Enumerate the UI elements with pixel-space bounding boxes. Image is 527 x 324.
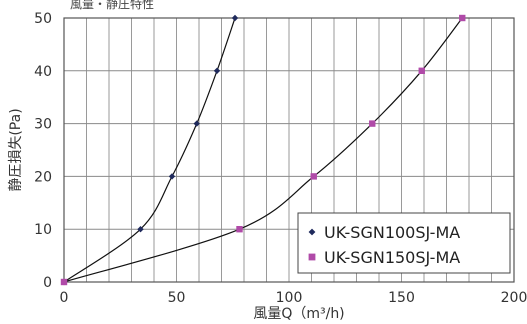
chart-top-text: 風量・静圧特性 bbox=[70, 0, 154, 11]
data-point-UK-SGN100SJ-MA bbox=[193, 120, 200, 127]
y-tick-label: 10 bbox=[34, 222, 52, 238]
y-axis-label: 静圧損失(Pa) bbox=[8, 108, 24, 191]
data-point-UK-SGN100SJ-MA bbox=[213, 67, 221, 74]
series-line-UK-SGN100SJ-MA bbox=[63, 17, 236, 283]
legend-marker-diamond bbox=[308, 228, 316, 236]
x-tick-label: 50 bbox=[168, 290, 186, 306]
data-point-UK-SGN150SJ-MA bbox=[310, 173, 317, 180]
data-point-UK-SGN150SJ-MA bbox=[236, 226, 243, 233]
x-tick-label: 100 bbox=[276, 290, 303, 306]
data-point-UK-SGN150SJ-MA bbox=[369, 120, 376, 127]
data-point-UK-SGN100SJ-MA bbox=[168, 173, 176, 180]
x-tick-label: 150 bbox=[388, 290, 415, 306]
data-point-UK-SGN150SJ-MA bbox=[60, 278, 68, 286]
data-point-UK-SGN100SJ-MA bbox=[137, 226, 144, 233]
y-tick-label: 0 bbox=[43, 275, 52, 291]
x-axis-label: 風量Q（m³/h) bbox=[253, 306, 344, 322]
data-point-UK-SGN150SJ-MA bbox=[459, 14, 466, 22]
legend-box bbox=[297, 212, 511, 274]
x-tick-label: 200 bbox=[501, 290, 527, 306]
y-tick-label: 20 bbox=[34, 169, 52, 185]
legend-label: UK-SGN150SJ-MA bbox=[324, 248, 460, 267]
data-point-UK-SGN150SJ-MA bbox=[418, 67, 425, 74]
y-tick-label: 50 bbox=[34, 11, 52, 27]
legend-label: UK-SGN100SJ-MA bbox=[324, 223, 460, 242]
x-tick-label: 0 bbox=[60, 290, 69, 306]
y-tick-label: 40 bbox=[34, 64, 52, 80]
plot-frame bbox=[63, 17, 515, 283]
data-point-UK-SGN100SJ-MA bbox=[231, 14, 239, 22]
y-tick-label: 30 bbox=[34, 117, 52, 133]
legend-marker-square bbox=[308, 253, 316, 261]
